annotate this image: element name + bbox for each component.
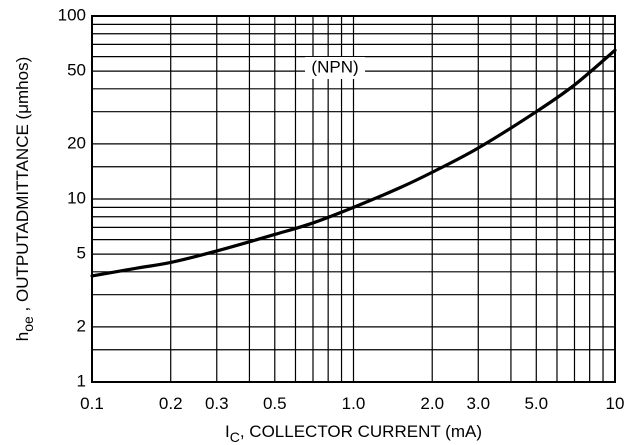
x-axis-title-main: I bbox=[225, 422, 230, 441]
x-tick-label: 3.0 bbox=[466, 394, 490, 413]
series-line bbox=[90, 48, 617, 278]
y-tick-label: 1 bbox=[77, 371, 86, 390]
plot-frame bbox=[91, 15, 616, 383]
y-axis-title-subscript: oe bbox=[20, 316, 36, 332]
annotation-npn: (NPN) bbox=[311, 57, 358, 76]
annotations: (NPN) bbox=[305, 56, 366, 79]
x-axis-title-subscript: C bbox=[230, 429, 240, 445]
y-tick-label: 100 bbox=[58, 5, 86, 24]
y-tick-labels: 1 2 5 10 20 50 100 bbox=[58, 5, 86, 390]
x-tick-label: 0.2 bbox=[159, 394, 183, 413]
x-axis-title: IC, COLLECTOR CURRENT (mA) bbox=[225, 422, 482, 445]
x-tick-label: 5.0 bbox=[524, 394, 548, 413]
x-axis-title-rest: , COLLECTOR CURRENT (mA) bbox=[240, 422, 482, 441]
y-tick-label: 2 bbox=[77, 316, 86, 335]
x-tick-label: 1.0 bbox=[342, 394, 366, 413]
x-tick-label: 2.0 bbox=[420, 394, 444, 413]
x-tick-label: 10 bbox=[606, 394, 625, 413]
y-tick-label: 20 bbox=[67, 133, 86, 152]
y-tick-label: 5 bbox=[77, 244, 86, 263]
y-tick-label: 10 bbox=[67, 188, 86, 207]
y-tick-label: 50 bbox=[67, 61, 86, 80]
y-axis-title-main: h bbox=[13, 332, 32, 341]
series-layer bbox=[90, 48, 617, 278]
y-axis-title: hoe , OUTPUTADMITTANCE (μmhos) bbox=[13, 57, 35, 342]
x-tick-label: 0.5 bbox=[263, 394, 287, 413]
x-tick-labels: 0.1 0.2 0.3 0.5 1.0 2.0 3.0 5.0 10 bbox=[80, 394, 624, 413]
x-tick-label: 0.3 bbox=[205, 394, 229, 413]
grid bbox=[91, 15, 616, 383]
y-axis-title-rest: , OUTPUTADMITTANCE (μmhos) bbox=[13, 57, 32, 316]
x-tick-label: 0.1 bbox=[80, 394, 104, 413]
annotation-background bbox=[305, 56, 366, 79]
